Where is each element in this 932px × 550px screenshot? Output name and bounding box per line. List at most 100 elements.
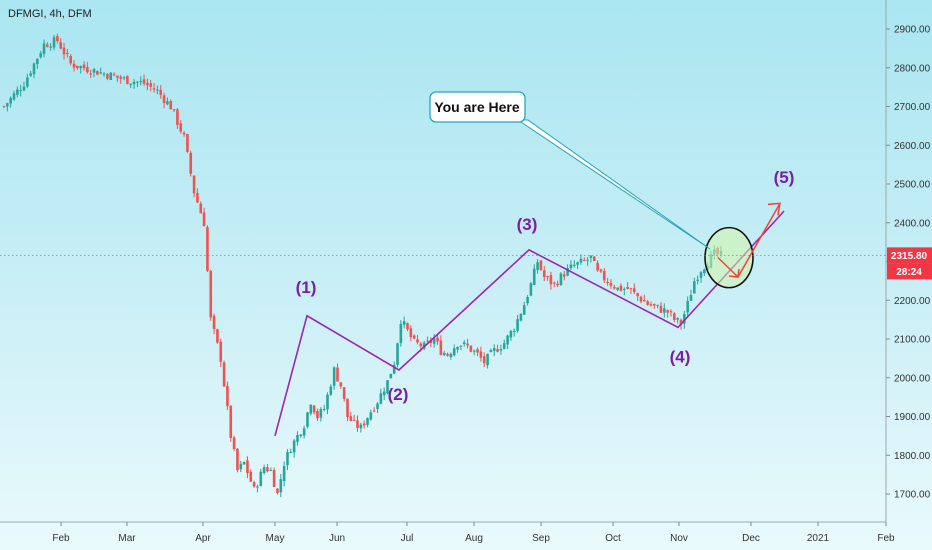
x-tick-label: Jun bbox=[329, 533, 345, 544]
candle bbox=[166, 97, 169, 106]
candle-body bbox=[379, 393, 383, 404]
candle bbox=[329, 384, 333, 396]
candle-body bbox=[82, 64, 86, 69]
candle bbox=[589, 255, 593, 263]
candle bbox=[542, 265, 546, 282]
candle bbox=[546, 275, 549, 281]
candle bbox=[372, 407, 376, 413]
candle bbox=[549, 271, 553, 290]
candle-body bbox=[402, 321, 406, 325]
candle bbox=[152, 83, 156, 93]
candle bbox=[219, 338, 223, 368]
candle-body bbox=[349, 416, 353, 422]
callout-box bbox=[429, 91, 526, 123]
candle bbox=[396, 342, 399, 368]
candle-body bbox=[572, 264, 576, 266]
candle-body bbox=[136, 81, 139, 83]
candle-body bbox=[336, 367, 339, 382]
candle-body bbox=[346, 398, 349, 418]
candle bbox=[666, 309, 669, 318]
candle bbox=[316, 408, 319, 422]
candle-body bbox=[186, 134, 189, 152]
candle bbox=[492, 344, 496, 356]
candle bbox=[82, 61, 86, 71]
candle bbox=[149, 79, 153, 92]
candle-body bbox=[456, 346, 459, 350]
candle-body bbox=[536, 262, 539, 271]
candle bbox=[216, 328, 219, 344]
candle-body bbox=[549, 275, 553, 285]
candle-body bbox=[229, 405, 233, 438]
candle bbox=[339, 382, 343, 389]
candle-body bbox=[259, 471, 263, 487]
countdown-text: 28:24 bbox=[896, 267, 922, 278]
candle-body bbox=[106, 74, 109, 79]
candle bbox=[112, 72, 116, 76]
candle-body bbox=[176, 109, 179, 125]
candle bbox=[673, 312, 676, 323]
candle bbox=[616, 287, 619, 292]
candle bbox=[359, 422, 363, 433]
candle bbox=[696, 275, 699, 285]
candle bbox=[59, 38, 62, 50]
candle-body bbox=[432, 338, 436, 344]
candle-body bbox=[556, 283, 559, 286]
candle-body bbox=[56, 36, 59, 42]
candle-body bbox=[466, 343, 469, 346]
candle bbox=[619, 283, 623, 292]
candle bbox=[169, 99, 173, 110]
candle bbox=[456, 346, 459, 353]
x-axis: Feb Mar Apr May Jun Jul Aug Sep Oct Nov Dec 2021 Feb bbox=[0, 521, 895, 544]
candle bbox=[376, 402, 379, 413]
candle-body bbox=[132, 81, 136, 85]
candle-body bbox=[552, 282, 556, 284]
candle-body bbox=[46, 44, 49, 47]
candle bbox=[536, 259, 539, 274]
candle bbox=[642, 294, 646, 302]
candle-body bbox=[542, 270, 546, 277]
candle bbox=[86, 62, 89, 74]
candle-body bbox=[602, 271, 606, 281]
candle-body bbox=[396, 343, 399, 365]
candle-body bbox=[389, 373, 393, 379]
candle-body bbox=[592, 256, 596, 261]
candle-body bbox=[506, 335, 509, 345]
candle bbox=[209, 269, 213, 321]
candle-body bbox=[252, 482, 256, 487]
candle-body bbox=[619, 285, 623, 291]
candle-body bbox=[279, 479, 283, 493]
candle bbox=[56, 33, 59, 44]
candle-body bbox=[476, 349, 479, 353]
candle bbox=[496, 344, 499, 353]
candle-body bbox=[16, 89, 19, 95]
candle bbox=[506, 334, 509, 349]
symbol-label: DFMGI, 4h, DFM bbox=[8, 8, 92, 20]
candle bbox=[119, 74, 123, 84]
candle-body bbox=[29, 73, 32, 76]
candle bbox=[39, 50, 42, 59]
candle-body bbox=[372, 410, 376, 412]
candle bbox=[6, 102, 9, 112]
candle-body bbox=[636, 293, 639, 297]
candle-body bbox=[522, 305, 526, 315]
wave-label: (3) bbox=[517, 215, 538, 234]
highlight-circle bbox=[704, 226, 754, 289]
candle bbox=[232, 435, 236, 451]
candle-body bbox=[509, 330, 513, 338]
candle-body bbox=[339, 382, 343, 387]
candle-body bbox=[72, 63, 76, 68]
candle-body bbox=[446, 353, 449, 356]
candle bbox=[62, 42, 66, 60]
candle bbox=[476, 347, 479, 357]
candle-body bbox=[22, 86, 26, 91]
candle-body bbox=[86, 67, 89, 73]
candle bbox=[422, 340, 426, 351]
candle bbox=[336, 363, 339, 382]
candle bbox=[522, 301, 526, 315]
candle-body bbox=[686, 300, 689, 313]
candle-body bbox=[486, 353, 489, 366]
candle bbox=[639, 295, 643, 304]
candle-body bbox=[202, 212, 206, 227]
candle bbox=[229, 405, 233, 442]
